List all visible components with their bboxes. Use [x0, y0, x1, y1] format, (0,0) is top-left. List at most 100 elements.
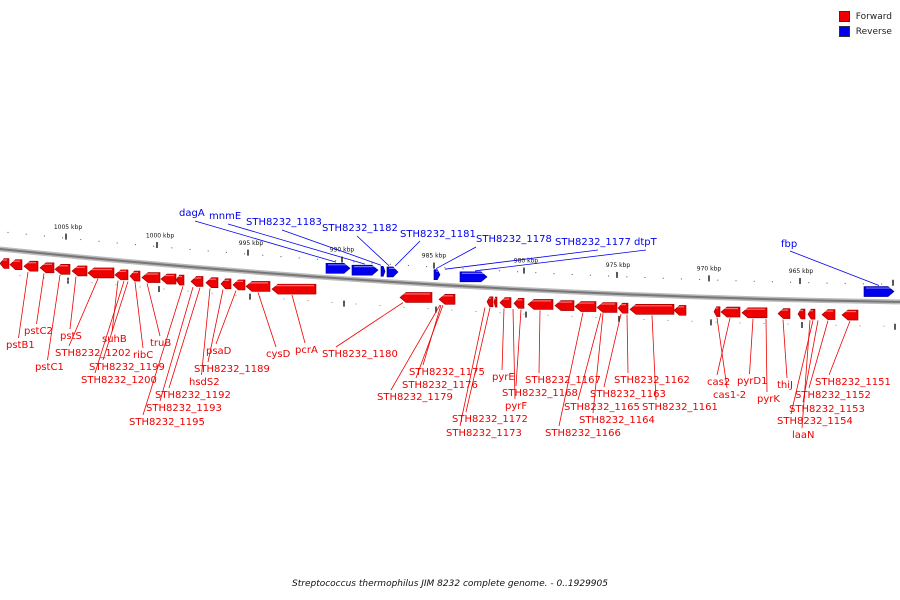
forward-gene[interactable]: [245, 281, 271, 292]
forward-gene[interactable]: [54, 264, 71, 275]
forward-gene[interactable]: [205, 277, 219, 289]
gene-label[interactable]: cas1-2: [713, 390, 746, 401]
gene-label[interactable]: ribC: [133, 350, 153, 361]
gene-label[interactable]: pyrF: [505, 401, 527, 412]
gene-label[interactable]: pcrA: [295, 345, 318, 356]
gene-label[interactable]: pyrE: [492, 372, 515, 383]
forward-gene[interactable]: [807, 308, 816, 320]
label-leader-line: [102, 281, 129, 361]
gene-label[interactable]: cas2: [707, 377, 730, 388]
forward-gene[interactable]: [741, 307, 768, 319]
gene-label[interactable]: STH8232_1167: [525, 375, 601, 386]
gene-label[interactable]: pyrK: [757, 394, 780, 405]
gene-label[interactable]: STH8232_1181: [400, 229, 476, 240]
gene-label[interactable]: pyrD1: [737, 376, 767, 387]
forward-gene[interactable]: [499, 297, 512, 308]
gene-label[interactable]: STH8232_1153: [789, 404, 865, 415]
gene-label[interactable]: cysD: [266, 349, 291, 360]
gene-label[interactable]: STH8232_1200: [81, 375, 157, 386]
gene-label[interactable]: pstB1: [6, 340, 35, 351]
forward-gene[interactable]: [87, 267, 115, 279]
forward-gene[interactable]: [777, 308, 791, 319]
gene-label[interactable]: fbp: [781, 239, 797, 250]
forward-gene[interactable]: [232, 279, 246, 291]
forward-gene[interactable]: [71, 265, 88, 277]
forward-gene[interactable]: [141, 272, 161, 283]
gene-label[interactable]: STH8232_1168: [502, 388, 578, 399]
forward-gene[interactable]: [797, 308, 806, 320]
forward-gene[interactable]: [493, 296, 498, 308]
gene-label[interactable]: STH8232_1152: [795, 390, 871, 401]
forward-gene[interactable]: [527, 299, 554, 310]
gene-label[interactable]: pstC2: [24, 326, 53, 337]
forward-gene[interactable]: [841, 309, 859, 321]
gene-label[interactable]: STH8232_1202: [55, 348, 131, 359]
forward-gene[interactable]: [0, 258, 10, 269]
gene-label[interactable]: STH8232_1192: [155, 390, 231, 401]
forward-gene[interactable]: [574, 301, 597, 312]
gene-label[interactable]: psaD: [206, 346, 232, 357]
forward-gene[interactable]: [438, 294, 456, 305]
gene-label[interactable]: pstC1: [35, 362, 64, 373]
gene-label[interactable]: STH8232_1165: [564, 402, 640, 413]
forward-gene[interactable]: [129, 270, 141, 282]
gene-label[interactable]: STH8232_1199: [89, 362, 165, 373]
forward-gene[interactable]: [673, 305, 687, 316]
gene-label[interactable]: STH8232_1161: [642, 402, 718, 413]
gene-label[interactable]: pstS: [60, 331, 82, 342]
gene-label[interactable]: STH8232_1173: [446, 428, 522, 439]
reverse-gene[interactable]: [433, 269, 441, 281]
gene-label[interactable]: STH8232_1180: [322, 349, 398, 360]
gene-label[interactable]: truB: [150, 338, 171, 349]
forward-gene[interactable]: [713, 306, 721, 317]
gene-label[interactable]: STH8232_1166: [545, 428, 621, 439]
gene-label[interactable]: STH8232_1175: [409, 367, 485, 378]
reverse-gene[interactable]: [459, 271, 488, 283]
gene-label[interactable]: STH8232_1163: [590, 389, 666, 400]
gene-label[interactable]: STH8232_1179: [377, 392, 453, 403]
gene-label[interactable]: dagA: [179, 208, 205, 219]
forward-gene[interactable]: [160, 273, 177, 285]
forward-gene[interactable]: [513, 298, 525, 309]
forward-gene[interactable]: [39, 262, 55, 274]
forward-gene[interactable]: [114, 269, 129, 281]
forward-gene[interactable]: [190, 276, 204, 287]
gene-label[interactable]: thiJ: [777, 380, 793, 391]
gene-label[interactable]: STH8232_1195: [129, 417, 205, 428]
reverse-gene[interactable]: [380, 266, 386, 277]
gene-label[interactable]: dtpT: [634, 237, 658, 248]
gene-label[interactable]: mnmE: [209, 211, 241, 222]
gene-label[interactable]: STH8232_1154: [777, 416, 853, 427]
gene-label[interactable]: STH8232_1172: [452, 414, 528, 425]
forward-gene[interactable]: [486, 296, 494, 308]
gene-label[interactable]: STH8232_1183: [246, 217, 322, 228]
gene-label[interactable]: STH8232_1176: [402, 380, 478, 391]
gene-label[interactable]: laaN: [792, 430, 815, 441]
forward-gene[interactable]: [554, 300, 575, 311]
gene-label[interactable]: STH8232_1151: [815, 377, 891, 388]
reverse-gene[interactable]: [351, 264, 379, 276]
gene-label[interactable]: STH8232_1162: [614, 375, 690, 386]
forward-gene[interactable]: [220, 278, 232, 290]
gene-label[interactable]: STH8232_1189: [194, 364, 270, 375]
forward-gene[interactable]: [821, 309, 836, 320]
gene-label[interactable]: STH8232_1178: [476, 234, 552, 245]
forward-gene[interactable]: [720, 306, 741, 318]
gene-label[interactable]: suhB: [102, 334, 127, 345]
forward-gene[interactable]: [629, 304, 675, 315]
forward-gene[interactable]: [271, 283, 317, 295]
gene-label[interactable]: STH8232_1193: [146, 403, 222, 414]
forward-gene[interactable]: [9, 259, 23, 270]
forward-gene[interactable]: [175, 274, 185, 286]
reverse-gene[interactable]: [863, 286, 895, 297]
forward-gene[interactable]: [399, 292, 433, 303]
forward-gene[interactable]: [596, 302, 618, 313]
gene-label[interactable]: STH8232_1164: [579, 415, 655, 426]
reverse-gene[interactable]: [386, 266, 399, 278]
gene-label[interactable]: STH8232_1177: [555, 237, 631, 248]
reverse-gene[interactable]: [325, 263, 351, 274]
gene-label[interactable]: hsdS2: [189, 377, 220, 388]
forward-gene[interactable]: [23, 260, 39, 272]
gene-label[interactable]: STH8232_1182: [322, 223, 398, 234]
forward-gene[interactable]: [617, 302, 629, 314]
